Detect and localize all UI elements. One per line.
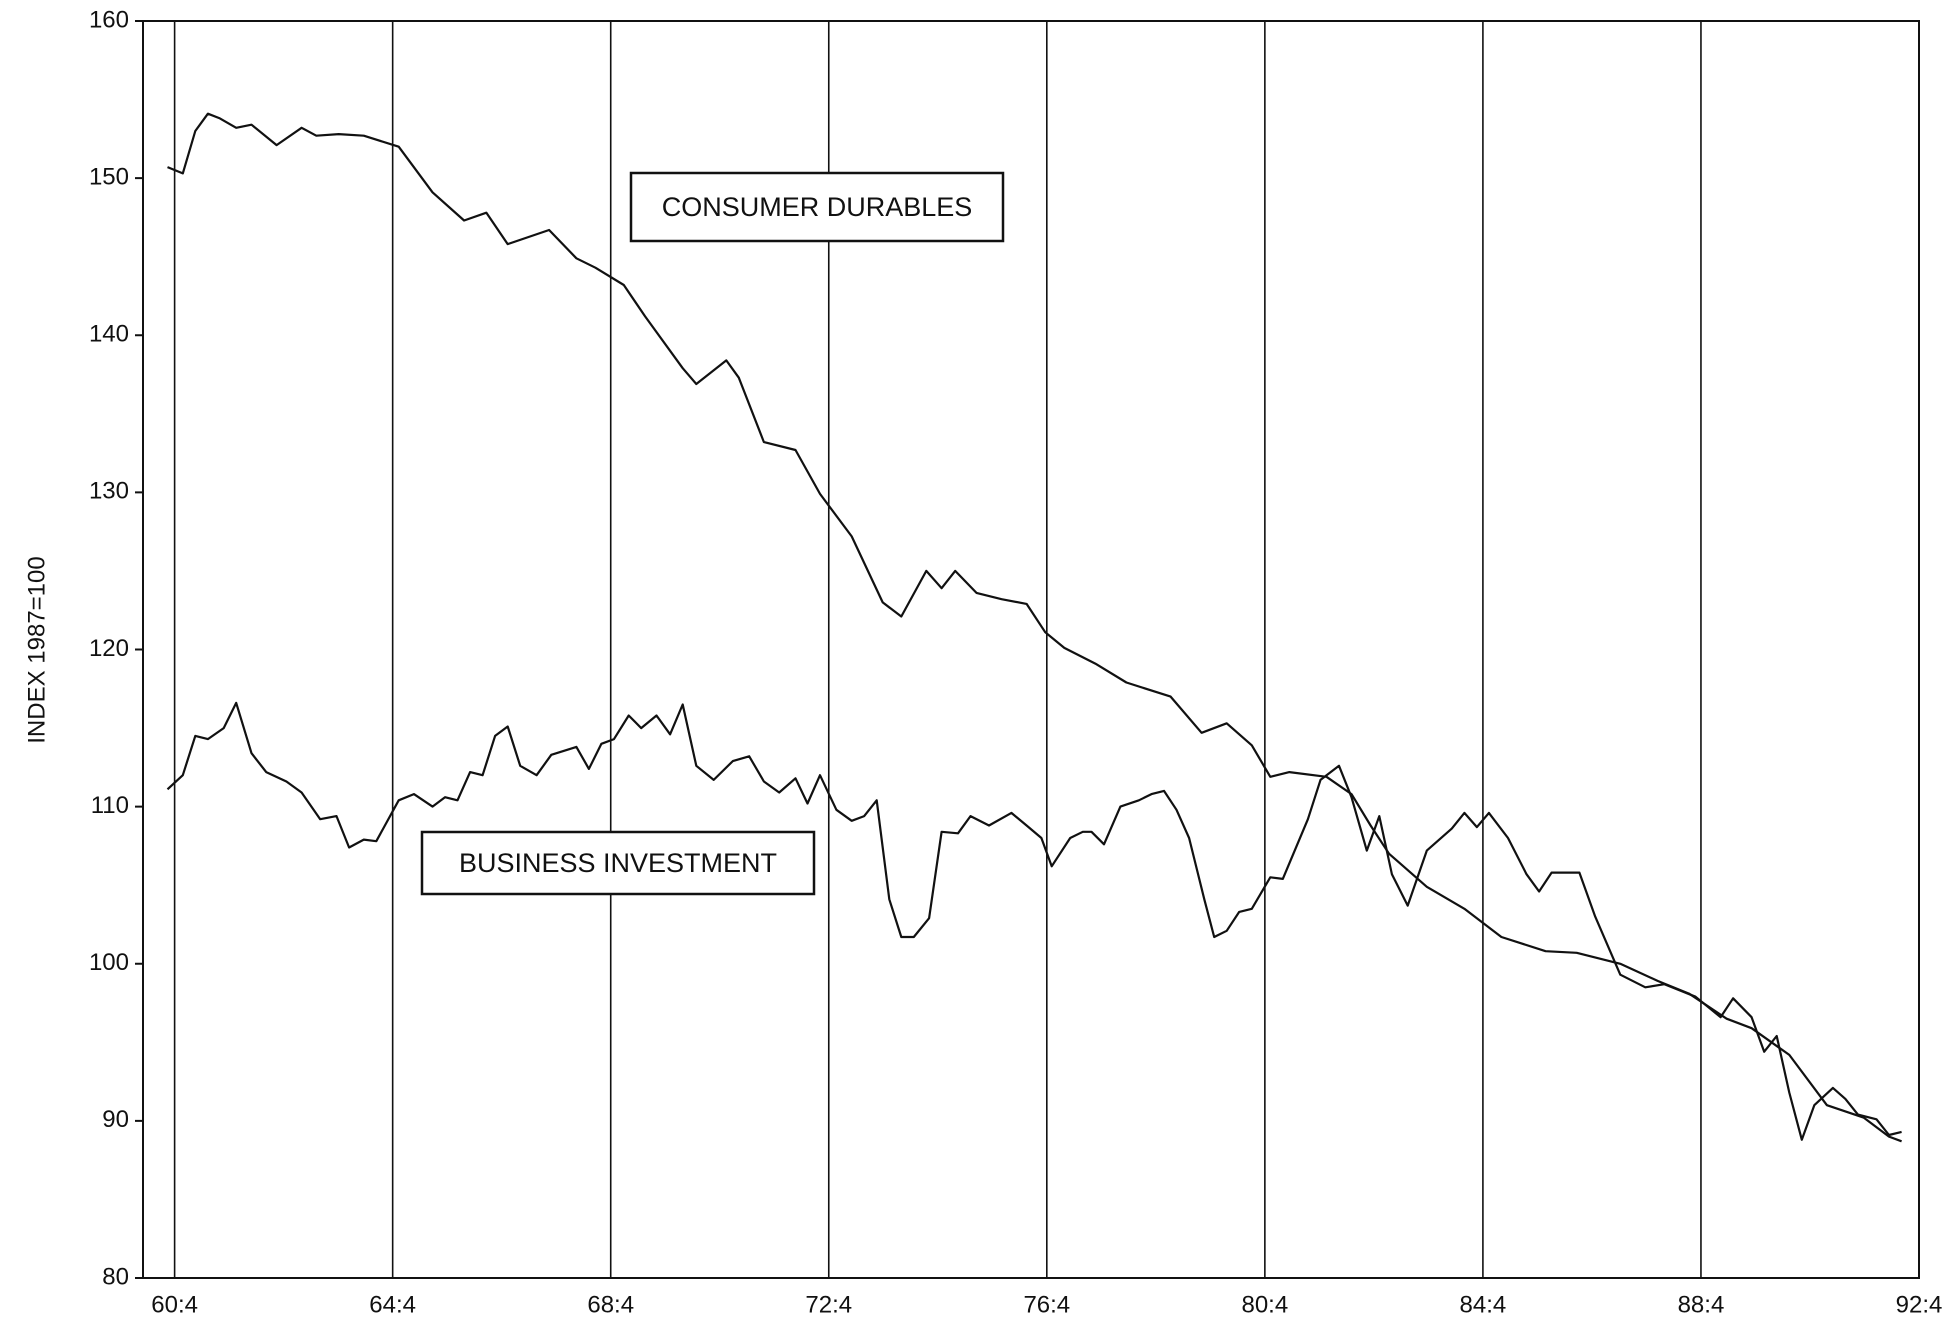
x-tick-label: 76:4 (1023, 1291, 1070, 1318)
series-label-box (629, 171, 1005, 243)
y-tick-label: 140 (89, 321, 129, 348)
x-tick-label: 72:4 (805, 1291, 852, 1318)
y-axis-title: INDEX 1987=100 (23, 556, 50, 743)
series-label: BUSINESS INVESTMENT (459, 848, 777, 878)
y-tick-label: 130 (89, 478, 129, 505)
y-tick-label: 100 (89, 949, 129, 976)
x-tick-label: 64:4 (369, 1291, 416, 1318)
x-tick-label: 84:4 (1460, 1291, 1507, 1318)
series-line (167, 112, 1902, 1143)
series-label-box (420, 830, 816, 896)
y-tick-label: 150 (89, 163, 129, 190)
y-tick-label: 80 (102, 1263, 129, 1290)
x-tick-label: 88:4 (1678, 1291, 1725, 1318)
y-tick-label: 110 (91, 792, 129, 819)
x-tick-label: 92:4 (1896, 1291, 1943, 1318)
series-label: CONSUMER DURABLES (662, 192, 973, 222)
x-tick-label: 68:4 (587, 1291, 634, 1318)
y-tick-label: 160 (89, 6, 129, 33)
x-tick-label: 80:4 (1241, 1291, 1288, 1318)
series-line (166, 701, 1902, 1141)
y-tick-label: 120 (89, 635, 129, 662)
y-tick-label: 90 (102, 1106, 129, 1133)
x-tick-label: 60:4 (151, 1291, 198, 1318)
plot-frame (142, 20, 1920, 1279)
